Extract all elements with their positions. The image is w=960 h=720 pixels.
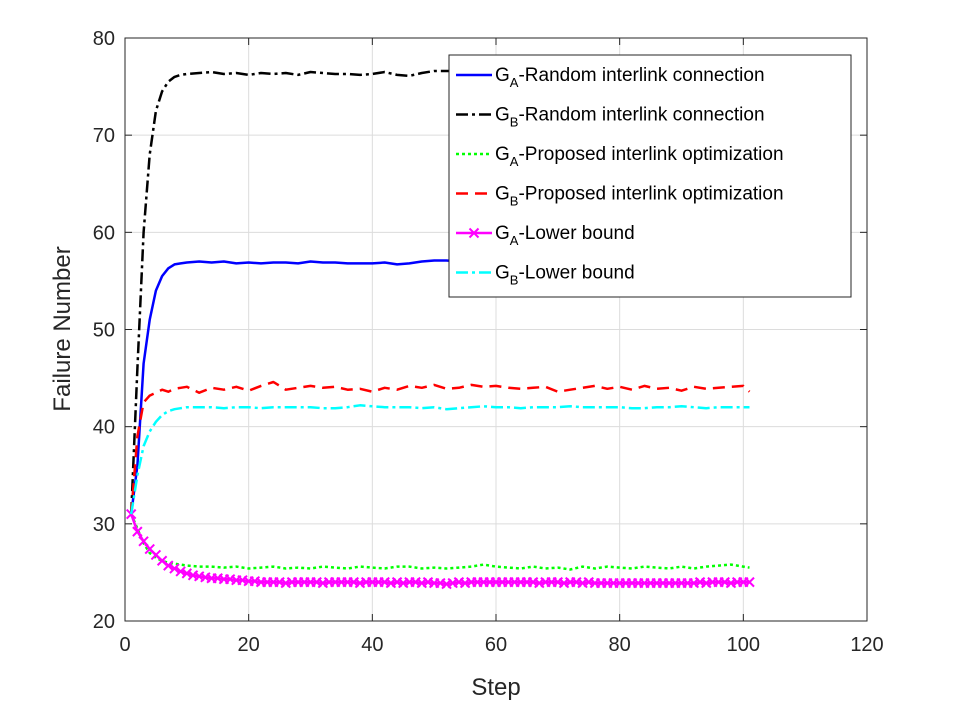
legend-entry: GB-Random interlink connection	[456, 105, 765, 130]
x-tick-label: 60	[485, 634, 507, 656]
legend-entry: GA-Lower bound	[456, 223, 635, 248]
data-point-marker	[175, 566, 186, 577]
series-line	[129, 404, 750, 515]
x-tick-label: 40	[361, 634, 383, 656]
x-tick-label: 0	[119, 634, 130, 656]
legend-label: GB-Proposed interlink optimization	[495, 184, 784, 209]
legend-entry: GB-Proposed interlink optimization	[456, 184, 784, 209]
x-tick-label: 100	[727, 634, 760, 656]
legend-label: GB-Lower bound	[495, 263, 635, 288]
y-tick-label: 30	[93, 514, 115, 536]
legend-box	[448, 54, 852, 298]
data-point-marker	[181, 568, 193, 579]
legend: GA-Random interlink connection GB-Random …	[448, 54, 852, 298]
data-point-marker	[132, 526, 143, 537]
x-axis-title: Step	[471, 674, 520, 701]
x-tick-label: 20	[238, 634, 260, 656]
x-tick-label: 120	[850, 634, 883, 656]
y-tick-label: 80	[93, 28, 115, 50]
legend-label: GA-Random interlink connection	[495, 65, 765, 90]
y-axis-title: Failure Number	[49, 246, 76, 411]
legend-label: GA-Lower bound	[495, 223, 635, 248]
data-point-marker	[163, 560, 174, 571]
series-6	[129, 404, 750, 515]
series-3	[130, 513, 750, 571]
legend-entry: GB-Lower bound	[456, 263, 635, 288]
y-tick-label: 60	[93, 222, 115, 244]
data-point-marker	[744, 576, 755, 588]
legend-entry: GA-Random interlink connection	[456, 65, 765, 90]
y-tick-label: 20	[93, 611, 115, 633]
y-tick-label: 40	[93, 417, 115, 439]
series-5	[125, 508, 755, 590]
data-point-marker	[169, 563, 180, 574]
y-tick-label: 50	[93, 320, 115, 342]
legend-marker	[468, 227, 480, 239]
data-point-marker	[138, 536, 149, 547]
legend-label: GA-Proposed interlink optimization	[495, 144, 784, 169]
y-tick-label: 70	[93, 125, 115, 147]
legend-entry: GA-Proposed interlink optimization	[456, 144, 784, 169]
series-line	[130, 513, 750, 571]
x-tick-label: 80	[609, 634, 631, 656]
series-line	[129, 380, 751, 515]
legend-label: GB-Random interlink connection	[495, 105, 765, 130]
series-4	[129, 380, 751, 515]
data-point-marker	[125, 508, 137, 520]
